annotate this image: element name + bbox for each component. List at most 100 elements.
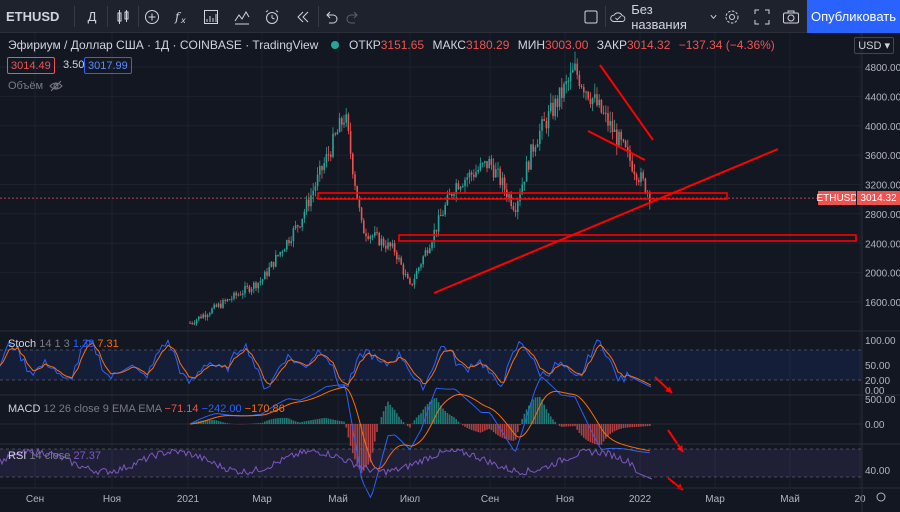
- stoch-legend[interactable]: Stoch 14 1 3 1.38 7.31: [8, 338, 119, 350]
- candle-body: [514, 209, 517, 213]
- candle-body: [523, 181, 526, 185]
- macd-histogram-bar: [400, 419, 402, 424]
- macd-histogram-bar: [602, 424, 605, 442]
- macd-histogram-bar: [281, 417, 284, 424]
- time-tick-label: Мар: [252, 494, 272, 505]
- candle-body: [627, 147, 629, 151]
- redo-icon[interactable]: [343, 0, 363, 33]
- macd-histogram-bar: [301, 421, 303, 424]
- open-label: ОТКР: [349, 38, 381, 52]
- candle-body: [613, 129, 616, 132]
- undo-icon[interactable]: [321, 0, 341, 33]
- candle-body: [380, 238, 383, 246]
- candle-body: [633, 171, 636, 175]
- candle-body: [334, 133, 336, 135]
- candle-body: [382, 238, 385, 246]
- add-indicator-icon[interactable]: [141, 0, 163, 33]
- rsi-line: [0, 447, 653, 480]
- macd-histogram-bar: [334, 420, 336, 424]
- macd-histogram-bar: [558, 424, 561, 426]
- candle-body: [466, 177, 468, 180]
- candle-body: [580, 86, 583, 88]
- macd-histogram-bar: [468, 424, 471, 430]
- candle-body: [376, 232, 378, 234]
- macd-histogram-bar: [508, 424, 510, 441]
- macd-histogram-bar: [321, 418, 323, 424]
- macd-histogram-bar: [358, 424, 361, 470]
- macd-histogram-bar: [574, 424, 576, 427]
- macd-histogram-bar: [367, 424, 369, 465]
- candle-body: [468, 172, 471, 178]
- user-drawings: [317, 64, 857, 491]
- macd-histogram-bar: [325, 417, 328, 424]
- publish-button[interactable]: Опубликовать: [807, 0, 900, 33]
- macd-histogram-bar: [488, 424, 490, 429]
- candle-body: [341, 118, 343, 125]
- macd-histogram-bar: [572, 424, 574, 427]
- macd-histogram-bar: [327, 418, 330, 424]
- time-tick-label: Июл: [400, 494, 420, 505]
- macd-histogram-bar: [616, 424, 618, 431]
- rsi-legend[interactable]: RSI 14 close 27.37: [8, 450, 101, 462]
- macd-signal-line: [189, 386, 650, 470]
- macd-histogram-bar: [631, 424, 633, 428]
- compare-icon[interactable]: [231, 0, 253, 33]
- fullscreen-icon[interactable]: [751, 0, 773, 33]
- macd-histogram-bar: [479, 424, 482, 433]
- layout-square-icon[interactable]: [580, 0, 602, 33]
- macd-histogram-bar: [514, 424, 517, 440]
- chevron-down-icon: [710, 14, 717, 19]
- candle-body: [198, 316, 200, 320]
- macd-legend[interactable]: MACD 12 26 close 9 EMA EMA −71.14 −242.0…: [8, 403, 285, 415]
- gear-icon[interactable]: [721, 0, 743, 33]
- price-tick-label: 4800.00: [865, 63, 900, 74]
- open-value: 3151.65: [380, 38, 425, 52]
- macd-histogram-bar: [369, 424, 372, 463]
- candle-body: [286, 240, 288, 250]
- macd-histogram-bar: [299, 422, 301, 424]
- macd-histogram-bar: [442, 408, 444, 424]
- candle-body: [336, 132, 339, 135]
- macd-histogram-bar: [477, 424, 479, 433]
- eye-off-icon[interactable]: [49, 80, 63, 92]
- macd-histogram-bar: [484, 424, 486, 431]
- candle-body: [550, 102, 552, 112]
- macd-histogram-bar: [343, 421, 345, 424]
- candle-body: [539, 130, 541, 144]
- symbol-search-button[interactable]: ETHUSD: [6, 9, 60, 24]
- macd-histogram-bar: [264, 421, 266, 424]
- camera-icon[interactable]: [780, 0, 802, 33]
- templates-icon[interactable]: [200, 0, 222, 33]
- candle-body: [325, 154, 328, 163]
- bid-price-box[interactable]: 3014.49: [7, 57, 55, 74]
- interval-button[interactable]: Д: [87, 9, 97, 24]
- price-chart[interactable]: 4800.00 4400.00 4000.00 3600.00 3200.00 2800.…: [0, 33, 900, 512]
- candle-body: [352, 153, 354, 175]
- macd-histogram-bar: [470, 424, 473, 430]
- candle-body: [413, 278, 416, 285]
- macd-histogram-bar: [609, 424, 611, 435]
- macd-histogram-bar: [426, 403, 429, 424]
- macd-histogram-bar: [341, 421, 343, 424]
- symbol-title: Эфириум / Доллар США · 1Д · COINBASE · T…: [8, 38, 319, 52]
- symbol-legend: Эфириум / Доллар США · 1Д · COINBASE · T…: [8, 38, 775, 52]
- candle-body: [611, 120, 614, 132]
- svg-text:f: f: [174, 10, 182, 24]
- candle-body: [649, 192, 651, 203]
- macd-histogram-bar: [398, 416, 400, 424]
- ask-price-box[interactable]: 3017.99: [84, 57, 132, 74]
- currency-select[interactable]: USD ▾: [854, 37, 894, 54]
- layout-name-button[interactable]: Без названия: [610, 0, 718, 33]
- alert-clock-icon[interactable]: [261, 0, 283, 33]
- macd-histogram-bar: [376, 424, 378, 433]
- replay-icon[interactable]: [292, 0, 314, 33]
- candles-icon[interactable]: [112, 0, 134, 33]
- candle-body: [424, 250, 427, 257]
- close-label: ЗАКР: [596, 38, 627, 52]
- candle-body: [371, 235, 374, 237]
- macd-histogram-bar: [332, 419, 334, 424]
- macd-histogram-bar: [435, 398, 438, 424]
- candle-body: [391, 243, 394, 247]
- macd-histogram-bar: [275, 418, 277, 424]
